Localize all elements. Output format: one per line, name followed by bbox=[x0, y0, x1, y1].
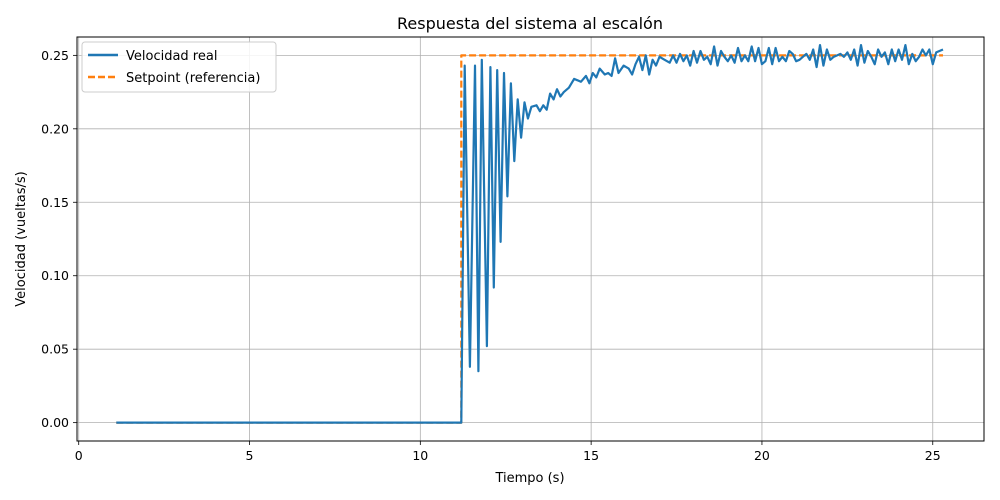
y-tick-label: 0.25 bbox=[41, 48, 69, 63]
plot-frame bbox=[76, 36, 985, 442]
x-axis-label: Tiempo (s) bbox=[494, 471, 564, 486]
series-line-velocidad-real bbox=[116, 44, 944, 424]
y-tick-label: 0.20 bbox=[41, 121, 69, 136]
grid-lines bbox=[77, 37, 984, 441]
x-tick-label: 5 bbox=[246, 448, 254, 463]
chart-title: Respuesta del sistema al escalón bbox=[397, 14, 663, 33]
legend-label-setpoint: Setpoint (referencia) bbox=[126, 71, 260, 86]
y-axis-label: Velocidad (vueltas/s) bbox=[14, 171, 29, 306]
y-axis: 0.00 0.05 0.10 0.15 0.20 0.25 bbox=[41, 48, 77, 430]
y-tick-label: 0.05 bbox=[41, 342, 69, 357]
x-tick-label: 15 bbox=[583, 448, 599, 463]
y-tick-label: 0.10 bbox=[41, 268, 69, 283]
x-tick-label: 0 bbox=[75, 448, 83, 463]
legend: Velocidad real Setpoint (referencia) bbox=[81, 41, 277, 93]
x-tick-label: 20 bbox=[754, 448, 770, 463]
y-tick-label: 0.15 bbox=[41, 195, 69, 210]
x-axis: 0 5 10 15 20 25 bbox=[75, 441, 941, 463]
legend-label-velocidad-real: Velocidad real bbox=[126, 49, 217, 64]
x-tick-label: 10 bbox=[412, 448, 428, 463]
series-layer bbox=[116, 44, 944, 424]
y-tick-label: 0.00 bbox=[41, 415, 69, 430]
legend-box bbox=[81, 41, 277, 93]
x-tick-label: 25 bbox=[925, 448, 941, 463]
